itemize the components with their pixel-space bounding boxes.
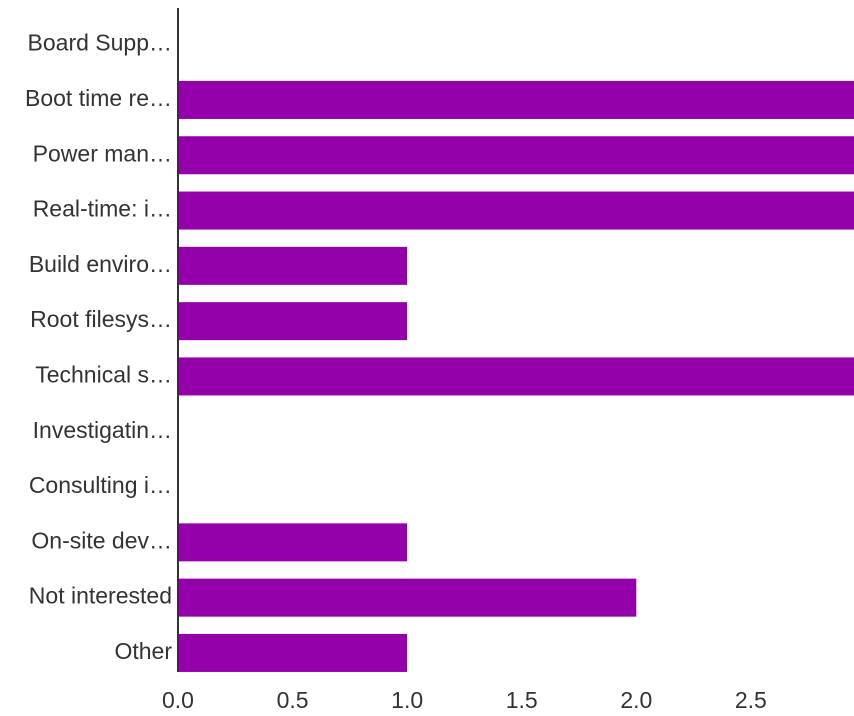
bar [178,357,854,396]
category-labels: Board Supp… Boot time re… Power man… Real-t… [25,30,172,664]
category-label: Other [114,638,172,664]
bar [178,246,408,285]
bar [178,633,408,672]
category-label: Not interested [29,583,172,609]
x-tick-label: 0.5 [277,687,309,713]
category-label: Board Supp… [28,30,172,56]
bar [178,523,408,562]
category-label: Boot time re… [25,85,172,111]
bar [178,191,854,230]
category-label: Root filesys… [30,306,172,332]
x-tick-labels: 0.0 0.5 1.0 1.5 2.0 2.5 [162,687,767,713]
bar [178,302,408,341]
bar [178,80,854,119]
bar [178,578,637,617]
x-tick-label: 2.0 [620,687,652,713]
category-label: Build enviro… [29,251,172,277]
x-tick-label: 1.0 [391,687,423,713]
category-label: Real-time: i… [33,196,172,222]
category-label: Power man… [33,140,172,166]
x-tick-label: 0.0 [162,687,194,713]
category-label: On-site dev… [31,527,172,553]
bars-group [178,80,854,672]
bar [178,136,854,175]
x-tick-label: 1.5 [506,687,538,713]
x-tick-label: 2.5 [735,687,767,713]
category-label: Consulting i… [29,472,172,498]
category-label: Investigatin… [33,417,172,443]
category-label: Technical s… [35,362,172,388]
